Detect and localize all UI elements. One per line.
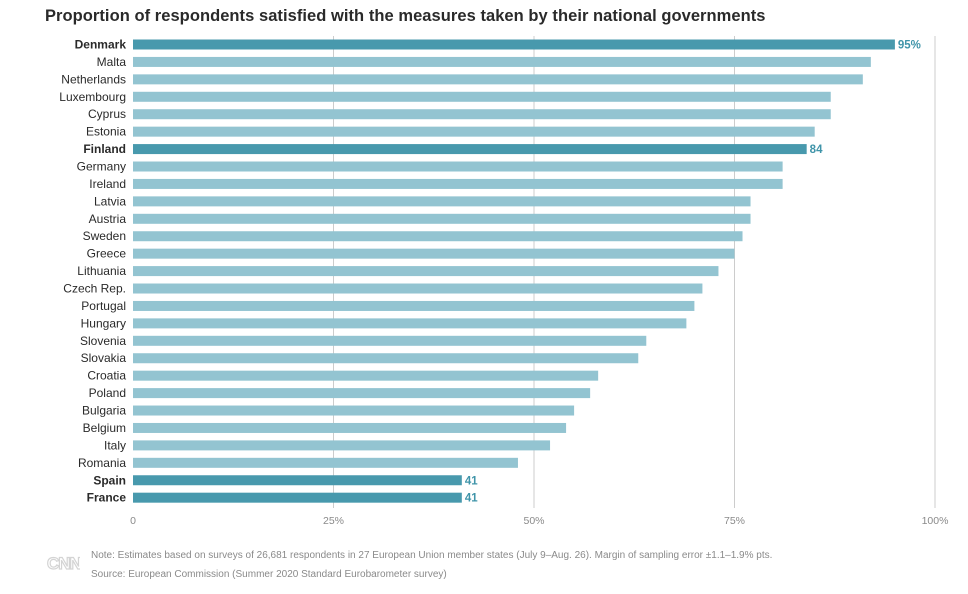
category-label: Lithuania	[77, 264, 126, 278]
bar	[133, 370, 599, 381]
category-label: Czech Rep.	[63, 282, 126, 296]
chart-title: Proportion of respondents satisfied with…	[45, 7, 766, 25]
bar	[133, 353, 639, 364]
bar	[133, 91, 831, 102]
category-label: Italy	[104, 438, 126, 452]
bar	[133, 144, 807, 155]
category-label: Ireland	[89, 177, 126, 191]
category-label: Portugal	[81, 299, 126, 313]
x-tick-label: 0	[130, 515, 136, 527]
bar	[133, 300, 695, 311]
bar	[133, 475, 462, 486]
bar	[133, 492, 462, 503]
category-label: Estonia	[86, 125, 126, 139]
category-label: Spain	[93, 473, 126, 487]
bar	[133, 56, 871, 67]
bar	[133, 440, 551, 451]
bar	[133, 74, 863, 85]
bar	[133, 335, 647, 346]
bar	[133, 213, 751, 224]
chart-footer: CNN Note: Estimates based on surveys of …	[46, 547, 946, 587]
category-label: Denmark	[75, 38, 127, 52]
bar	[133, 161, 783, 172]
category-label: Croatia	[87, 369, 126, 383]
x-tick-label: 50%	[523, 515, 544, 527]
bar	[133, 196, 751, 207]
bar	[133, 422, 567, 433]
bar	[133, 109, 831, 120]
category-label: Cyprus	[88, 107, 126, 121]
category-label: Belgium	[83, 421, 126, 435]
x-tick-label: 75%	[724, 515, 745, 527]
bar	[133, 457, 518, 468]
x-tick-label: 100%	[922, 515, 949, 527]
data-label: 41	[465, 493, 478, 505]
data-label: 84	[810, 144, 823, 156]
category-label: Hungary	[81, 316, 126, 330]
category-label: Slovenia	[80, 334, 126, 348]
category-label: Luxembourg	[59, 90, 126, 104]
category-label: Latvia	[94, 194, 126, 208]
category-label: France	[87, 491, 127, 505]
cnn-logo: CNN	[46, 553, 80, 573]
category-label: Netherlands	[61, 72, 126, 86]
footer-source: Source: European Commission (Summer 2020…	[91, 569, 447, 580]
category-label: Germany	[77, 160, 126, 174]
footer-note: Note: Estimates based on surveys of 26,6…	[91, 550, 773, 561]
svg-text:CNN: CNN	[47, 554, 80, 573]
category-label: Sweden	[83, 229, 126, 243]
bar	[133, 231, 743, 242]
bar	[133, 248, 735, 259]
bar	[133, 388, 591, 399]
category-label: Bulgaria	[82, 404, 126, 418]
bar	[133, 39, 895, 50]
bar	[133, 266, 719, 277]
category-label: Poland	[89, 386, 126, 400]
category-label: Slovakia	[81, 351, 127, 365]
bar	[133, 178, 783, 189]
data-label: 95%	[898, 40, 921, 52]
category-label: Greece	[87, 247, 127, 261]
bar	[133, 405, 575, 416]
category-label: Malta	[97, 55, 127, 69]
bar-chart: 0 25% 50% 75% 100% Denmark 95% Malta Netherlands…	[59, 36, 949, 527]
category-label: Finland	[83, 142, 126, 156]
data-label: 41	[465, 475, 478, 487]
bar	[133, 283, 703, 294]
x-tick-label: 25%	[323, 515, 344, 527]
category-label: Austria	[89, 212, 127, 226]
category-label: Romania	[78, 456, 126, 470]
bar	[133, 318, 687, 329]
bar	[133, 126, 815, 137]
